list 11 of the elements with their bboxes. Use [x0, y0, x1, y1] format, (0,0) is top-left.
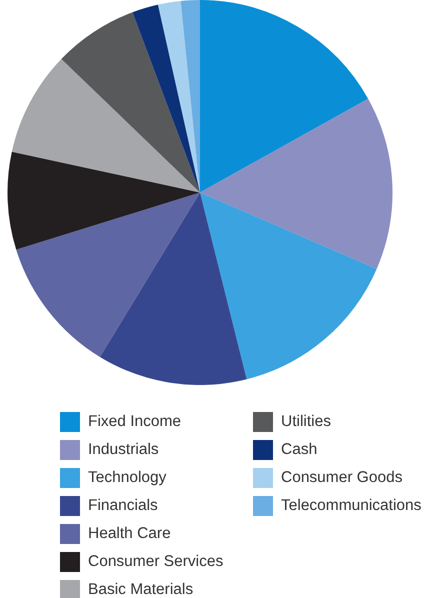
legend-label: Basic Materials	[88, 581, 194, 598]
legend-label: Consumer Goods	[281, 469, 402, 487]
legend-label: Industrials	[88, 441, 159, 459]
legend-label: Fixed Income	[88, 413, 182, 431]
legend-label: Cash	[281, 441, 318, 459]
legend-label: Telecommunications	[281, 497, 422, 515]
legend-label: Consumer Services	[88, 553, 224, 571]
legend-label: Technology	[88, 469, 166, 487]
legend-label: Health Care	[88, 525, 171, 543]
legend-label: Financials	[88, 497, 158, 515]
legend-label: Utilities	[281, 413, 331, 431]
